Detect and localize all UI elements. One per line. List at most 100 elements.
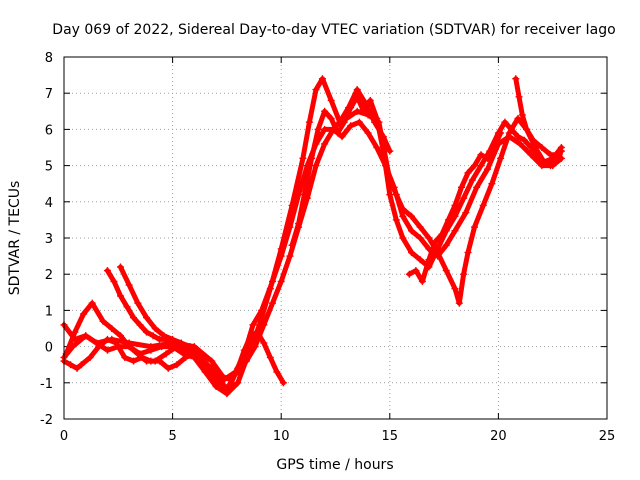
data-point xyxy=(408,248,416,256)
data-point xyxy=(484,154,492,162)
data-point xyxy=(251,343,259,351)
data-point xyxy=(86,353,94,361)
data-point xyxy=(386,191,394,199)
data-point xyxy=(71,328,79,336)
data-point xyxy=(512,75,520,83)
data-point xyxy=(301,187,309,195)
chart-title: Day 069 of 2022, Sidereal Day-to-day VTE… xyxy=(52,22,615,38)
data-point xyxy=(460,270,468,278)
data-point xyxy=(286,252,294,260)
data-point xyxy=(138,353,146,361)
data-point xyxy=(520,136,528,144)
data-point xyxy=(266,285,274,293)
data-point xyxy=(451,201,459,209)
data-point xyxy=(557,147,565,155)
series-track-8 xyxy=(512,75,563,159)
data-point xyxy=(451,227,459,235)
data-point xyxy=(125,281,133,289)
data-point xyxy=(67,361,75,369)
x-tick-label: 10 xyxy=(273,429,290,444)
data-point xyxy=(464,248,472,256)
x-tick-label: 25 xyxy=(599,429,616,444)
y-tick-label: 3 xyxy=(45,232,53,247)
data-point xyxy=(399,212,407,220)
data-point xyxy=(318,75,326,83)
data-point xyxy=(203,368,211,376)
data-point xyxy=(408,212,416,220)
data-point xyxy=(158,343,166,351)
data-point xyxy=(112,339,120,347)
x-axis-label: GPS time / hours xyxy=(276,457,393,473)
data-point xyxy=(110,277,118,285)
data-point xyxy=(123,303,131,311)
data-point xyxy=(121,353,129,361)
data-point xyxy=(312,86,320,94)
data-point xyxy=(353,107,361,115)
data-point xyxy=(143,328,151,336)
y-tick-label: -1 xyxy=(40,377,53,392)
data-point xyxy=(516,140,524,148)
data-point xyxy=(364,129,372,137)
data-point xyxy=(134,350,142,358)
data-point xyxy=(412,267,420,275)
data-point xyxy=(134,299,142,307)
data-point xyxy=(334,129,342,137)
data-point xyxy=(540,158,548,166)
data-point xyxy=(130,357,138,365)
data-point xyxy=(547,162,555,170)
data-point xyxy=(151,325,159,332)
data-point xyxy=(95,343,103,351)
data-point xyxy=(223,390,231,398)
data-point xyxy=(477,162,485,170)
data-point xyxy=(279,379,287,387)
y-tick-label: 7 xyxy=(45,87,53,102)
data-point xyxy=(408,227,416,235)
data-point xyxy=(484,165,492,173)
data-point xyxy=(386,147,394,155)
y-axis-label: SDTVAR / TECUs xyxy=(7,181,23,296)
data-point xyxy=(490,144,498,151)
data-point xyxy=(299,154,307,162)
data-point xyxy=(488,180,496,188)
data-point xyxy=(116,332,124,340)
data-point xyxy=(260,339,268,347)
data-point xyxy=(451,285,459,293)
data-point xyxy=(444,216,452,224)
data-point xyxy=(442,267,450,275)
data-point xyxy=(266,353,274,361)
data-point xyxy=(373,115,381,123)
data-point xyxy=(431,238,439,246)
data-point xyxy=(514,133,522,141)
y-tick-label: -2 xyxy=(40,413,53,428)
data-point xyxy=(457,183,465,191)
data-point xyxy=(497,154,505,162)
data-point xyxy=(295,220,303,228)
data-point xyxy=(277,277,285,285)
data-point xyxy=(538,144,546,151)
data-point xyxy=(208,364,216,372)
data-point xyxy=(353,86,361,94)
data-point xyxy=(425,256,433,264)
data-point xyxy=(399,234,407,242)
data-point xyxy=(156,335,164,343)
data-point xyxy=(416,223,424,231)
data-point xyxy=(460,194,468,202)
data-point xyxy=(507,125,515,133)
data-point xyxy=(425,234,433,242)
data-point xyxy=(116,263,124,271)
data-point xyxy=(497,129,505,137)
data-point xyxy=(147,346,155,354)
data-point xyxy=(234,368,242,376)
data-point xyxy=(103,267,111,275)
data-point xyxy=(338,133,346,141)
y-tick-label: 4 xyxy=(45,196,53,211)
data-point xyxy=(464,169,472,177)
data-point xyxy=(366,96,374,104)
data-point xyxy=(527,151,535,159)
data-point xyxy=(418,277,426,285)
data-point xyxy=(177,339,185,347)
data-point xyxy=(164,364,172,372)
data-point xyxy=(392,191,400,199)
data-point xyxy=(479,201,487,209)
data-point xyxy=(399,205,407,213)
